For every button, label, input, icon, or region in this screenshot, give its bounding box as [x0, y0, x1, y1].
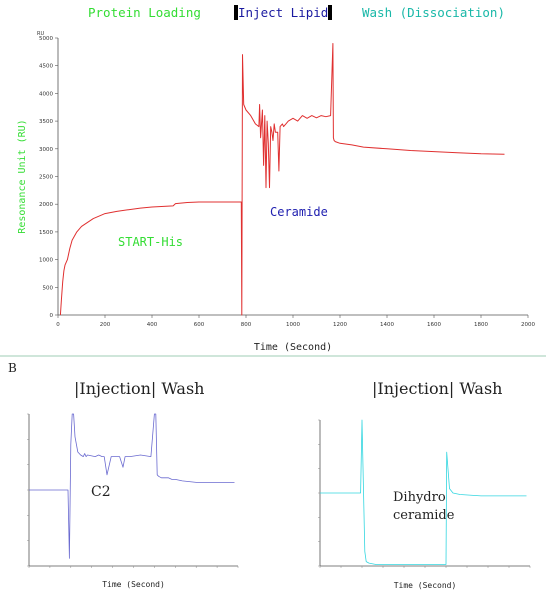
panel-a	[0, 0, 546, 355]
chart-2-series-0-line	[320, 419, 527, 565]
inject-start-marker	[234, 5, 238, 20]
chart-2-xlabel: Time (Second)	[394, 581, 457, 590]
chart-0-ytick-label-9: 4500	[39, 64, 53, 70]
chart-0-ytick-label-1: 500	[43, 285, 54, 291]
ceramide-label: Ceramide	[270, 205, 328, 219]
c2-label: C2	[91, 484, 111, 500]
phase-label-loading: Protein Loading	[88, 5, 201, 20]
chart-0-xtick-label-10: 2000	[521, 322, 535, 328]
left-injection-title: |Injection| Wash	[74, 379, 205, 398]
chart-0-series-0-line	[59, 43, 505, 316]
chart-0-ytick-label-5: 2500	[39, 175, 53, 181]
chart-0-xtick-label-0: 0	[56, 322, 60, 328]
panel-b-letter: B	[8, 361, 17, 375]
start-his-label: START-His	[118, 235, 184, 249]
chart-0-xtick-label-8: 1600	[427, 322, 441, 328]
right-injection-title: |Injection| Wash	[372, 379, 503, 398]
phase-label-wash: Wash (Dissociation)	[362, 5, 505, 20]
chart-0-xtick-label-9: 1800	[474, 322, 488, 328]
phase-inject-text: Inject Lipid	[238, 5, 329, 20]
chart-0-xtick-label-1: 200	[100, 322, 111, 328]
chart-0-ytick-label-8: 4000	[39, 91, 53, 97]
inject-end-marker	[328, 5, 333, 20]
chart-1-xlabel: Time (Second)	[102, 580, 165, 589]
chart-0-xtick-label-3: 600	[194, 322, 205, 328]
chart-1-series-0-line	[29, 413, 235, 559]
chart-0-xlabel: Time (Second)	[254, 342, 332, 353]
chart-0-ytick-label-4: 2000	[39, 202, 53, 208]
chart-0-ytick-label-10: 5000	[39, 36, 53, 42]
dihydro-label-1: Dihydro	[393, 490, 446, 505]
chart-0-xtick-label-2: 400	[147, 322, 158, 328]
chart-0-ytick-label-6: 3000	[39, 147, 53, 153]
dihydro-label-2: ceramide	[393, 508, 455, 523]
phase-label-inject: Inject Lipid	[234, 5, 333, 20]
chart-0-ytick-label-7: 3500	[39, 119, 53, 125]
ru-unit-label: RU	[37, 31, 45, 37]
panel-divider	[0, 355, 546, 357]
chart-0-xtick-label-7: 1400	[380, 322, 394, 328]
chart-0-ytick-label-0: 0	[50, 313, 54, 319]
chart-0-ytick-label-2: 1000	[39, 258, 53, 264]
chart-0-xtick-label-5: 1000	[286, 322, 300, 328]
chart-0-ytick-label-3: 1500	[39, 230, 53, 236]
chart-0-xtick-label-4: 800	[241, 322, 252, 328]
chart-0-xtick-label-6: 1200	[333, 322, 347, 328]
panel-b	[0, 357, 546, 596]
chart-0-ylabel: Resonance Unit (RU)	[17, 119, 28, 233]
